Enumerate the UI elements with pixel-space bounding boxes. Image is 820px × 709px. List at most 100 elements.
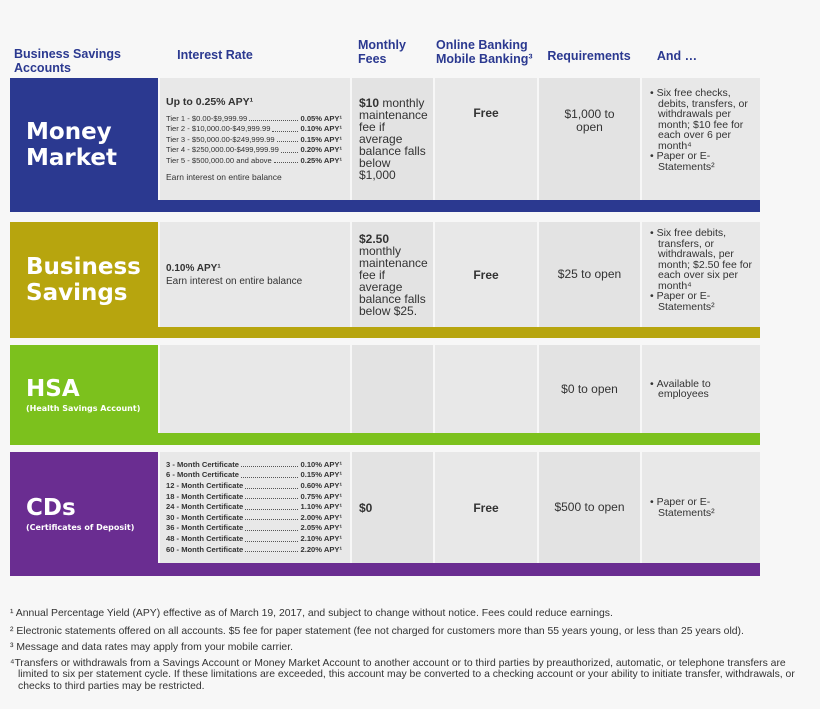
- requirement: $0 to open: [561, 381, 618, 396]
- account-name: CDs: [26, 494, 76, 521]
- cell: Free: [435, 78, 537, 200]
- rate-tier: Tier 5 - $500,000.00 and above 0.25% APY¹: [166, 156, 342, 167]
- tier-rate: 0.15% APY¹: [300, 134, 342, 144]
- rate-tier: 36 - Month Certificate 2.05% APY¹: [166, 523, 342, 534]
- dot-leader: [245, 502, 299, 510]
- dot-leader: [245, 523, 299, 531]
- rate-tier: 24 - Month Certificate 1.10% APY¹: [166, 502, 342, 513]
- cell: $0 to open: [539, 345, 640, 433]
- cell: $10 monthly maintenance fee if average b…: [352, 78, 433, 200]
- requirement: $500 to open: [554, 500, 625, 515]
- online-banking: Free: [473, 267, 499, 282]
- tier-rate: 2.20% APY¹: [300, 544, 342, 554]
- column-header: Requirements: [547, 49, 631, 63]
- tier-rate: 2.05% APY¹: [300, 523, 342, 533]
- footnote: ⁴Transfers or withdrawals from a Savings…: [10, 658, 795, 692]
- column-header: Business Savings Accounts: [14, 47, 121, 76]
- cell: Six free debits, transfers, or withdrawa…: [642, 222, 760, 327]
- account-subtitle: (Certificates of Deposit): [26, 523, 135, 533]
- monthly-fee: $2.50 monthly maintenance fee if average…: [359, 233, 429, 317]
- tier-rate: 0.20% APY¹: [300, 145, 342, 155]
- tier-rate: 0.10% APY¹: [300, 124, 342, 134]
- tier-rate: 0.15% APY¹: [300, 470, 342, 480]
- cell: $25 to open: [539, 222, 640, 327]
- online-banking: Free: [473, 500, 499, 515]
- account-name: Business Savings: [26, 253, 141, 306]
- cell: Free: [435, 452, 537, 563]
- account-name-block: CDs (Certificates of Deposit): [10, 452, 158, 576]
- dot-leader: [245, 513, 299, 521]
- rate-tier: Tier 1 - $0.00-$9,999.99 0.05% APY¹: [166, 114, 342, 125]
- rate-tier: 6 - Month Certificate 0.15% APY¹: [166, 470, 342, 481]
- interest-headline: 0.10% APY¹: [166, 262, 221, 274]
- rate-tier: 3 - Month Certificate 0.10% APY¹: [166, 460, 342, 471]
- tier-rate: 2.00% APY¹: [300, 512, 342, 522]
- interest-note: Earn interest on entire balance: [166, 172, 282, 183]
- requirement: $1,000 to open: [564, 107, 615, 134]
- tier-rate: 0.25% APY¹: [300, 155, 342, 165]
- row-bar: [158, 327, 760, 338]
- tier-label: 48 - Month Certificate: [166, 533, 244, 543]
- column-header: Monthly Fees: [358, 38, 406, 67]
- cell: [160, 345, 350, 433]
- dot-leader: [276, 135, 299, 143]
- fee-text: monthly maintenance fee if average balan…: [359, 96, 428, 182]
- feature-bullet: Paper or E-Statements²: [650, 497, 752, 518]
- cell: Paper or E-Statements²: [642, 452, 760, 563]
- rate-tier: 30 - Month Certificate 2.00% APY¹: [166, 513, 342, 524]
- tier-label: 3 - Month Certificate: [166, 459, 239, 469]
- fee-amount: $2.50: [359, 231, 390, 246]
- cell: $1,000 to open: [539, 78, 640, 200]
- tier-rate: 2.10% APY¹: [300, 533, 342, 543]
- cell: $500 to open: [539, 452, 640, 563]
- cell: $0: [352, 452, 433, 563]
- cell: Available to employees: [642, 345, 760, 433]
- account-name-block: HSA (Health Savings Account): [10, 345, 158, 445]
- tier-rate: 0.10% APY¹: [300, 459, 342, 469]
- account-subtitle: (Health Savings Account): [26, 404, 141, 414]
- tier-label: 24 - Month Certificate: [166, 502, 244, 512]
- monthly-fee: $10 monthly maintenance fee if average b…: [359, 97, 429, 181]
- tier-label: Tier 5 - $500,000.00 and above: [166, 155, 272, 165]
- rate-tier: Tier 2 - $10,000.00-$49,999.99 0.10% APY¹: [166, 124, 342, 135]
- feature-bullet: Available to employees: [650, 378, 752, 400]
- dot-leader: [241, 460, 299, 468]
- rate-tier: 60 - Month Certificate 2.20% APY¹: [166, 545, 342, 556]
- cell: [352, 345, 433, 433]
- dot-leader: [245, 534, 299, 542]
- account-name: Money Market: [26, 118, 118, 171]
- tier-label: 36 - Month Certificate: [166, 523, 244, 533]
- feature-bullet: Paper or E-Statements²: [650, 151, 752, 172]
- interest-headline: Up to 0.25% APY¹: [166, 95, 254, 108]
- column-header: Online Banking Mobile Banking³: [436, 38, 533, 67]
- tier-rate: 0.75% APY¹: [300, 491, 342, 501]
- cell: $2.50 monthly maintenance fee if average…: [352, 222, 433, 327]
- feature-bullet: Six free debits, transfers, or withdrawa…: [650, 228, 752, 291]
- row-bar: [158, 200, 760, 212]
- fee-text: monthly maintenance fee if average balan…: [359, 243, 428, 318]
- feature-bullet: Paper or E-Statements²: [650, 291, 752, 312]
- footnote: ³ Message and data rates may apply from …: [10, 642, 293, 653]
- rate-tier: Tier 3 - $50,000.00-$249,999.99 0.15% APY…: [166, 135, 342, 146]
- rate-tier: Tier 4 - $250,000.00-$499,999.99 0.20% AP…: [166, 145, 342, 156]
- rate-tier: 12 - Month Certificate 0.60% APY¹: [166, 481, 342, 492]
- monthly-fee: $0: [359, 502, 429, 514]
- tier-rate: 0.60% APY¹: [300, 481, 342, 491]
- row-bar: [158, 433, 760, 445]
- tier-rate: 0.05% APY¹: [300, 113, 342, 123]
- online-banking: Free: [473, 106, 499, 120]
- account-name-block: Business Savings: [10, 222, 158, 338]
- cell: Free: [435, 222, 537, 327]
- account-name-block: Money Market: [10, 78, 158, 212]
- dot-leader: [245, 545, 299, 553]
- dot-leader: [272, 124, 299, 132]
- feature-bullet: Six free checks, debits, transfers, or w…: [650, 88, 752, 151]
- fee-amount: $10: [359, 96, 380, 110]
- cell: [435, 345, 537, 433]
- tier-label: 30 - Month Certificate: [166, 512, 244, 522]
- tier-label: Tier 4 - $250,000.00-$499,999.99: [166, 145, 279, 155]
- rate-tier: 18 - Month Certificate 0.75% APY¹: [166, 492, 342, 503]
- tier-rate: 1.10% APY¹: [300, 502, 342, 512]
- interest-note: Earn interest on entire balance: [166, 275, 303, 287]
